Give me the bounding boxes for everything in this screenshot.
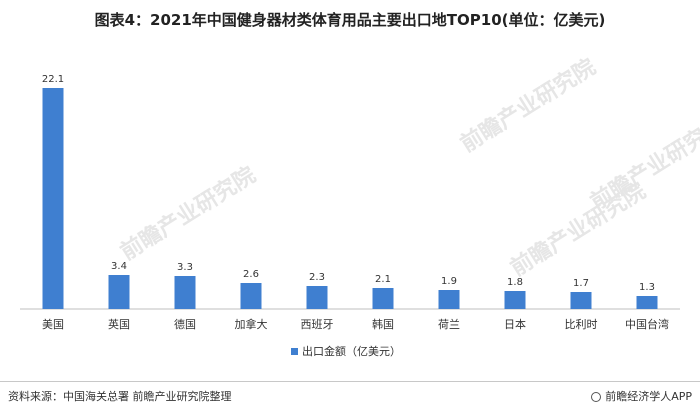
x-tick-label-6: 韩国: [372, 317, 394, 331]
bar-chart: 22.1 美国 3.4 英国 3.3 德国 2.6 加拿大 2.3 西班牙 2.1 韩国 1.9 荷兰 1.…: [20, 74, 680, 358]
x-tick-label-1: 美国: [42, 318, 64, 331]
bar-10: [636, 296, 658, 309]
data-label-5: 2.3: [309, 272, 325, 283]
chart-title: 图表4：2021年中国健身器材类体育用品主要出口地TOP10(单位：亿美元): [94, 11, 606, 29]
source-note: 资料来源：中国海关总署 前瞻产业研究院整理: [8, 390, 232, 403]
x-tick-label-9: 比利时: [565, 318, 598, 331]
data-label-2: 3.4: [111, 261, 127, 272]
footer-divider: [0, 381, 700, 382]
bar-3: [174, 276, 196, 309]
brand-logo-icon: [591, 392, 602, 402]
data-label-6: 2.1: [375, 274, 391, 285]
brand-credit: 前瞻经济学人APP: [591, 388, 692, 404]
bar-8: [504, 291, 526, 309]
bar-5: [306, 286, 328, 309]
data-label-1: 22.1: [42, 74, 64, 85]
x-tick-label-10: 中国台湾: [625, 317, 669, 331]
data-label-8: 1.8: [507, 277, 523, 288]
legend-label: 出口金额（亿美元）: [302, 344, 401, 358]
data-label-9: 1.7: [573, 278, 589, 289]
x-tick-label-2: 英国: [108, 317, 130, 331]
data-label-7: 1.9: [441, 276, 457, 287]
bar-7: [438, 290, 460, 309]
x-tick-label-8: 日本: [504, 317, 526, 331]
bar-2: [108, 275, 130, 309]
legend-swatch: [291, 348, 298, 355]
data-label-10: 1.3: [639, 282, 655, 293]
x-tick-label-5: 西班牙: [301, 318, 334, 331]
x-tick-label-3: 德国: [174, 317, 196, 331]
bar-6: [372, 288, 394, 309]
bar-4: [240, 283, 262, 309]
x-tick-label-7: 荷兰: [438, 318, 460, 331]
data-label-3: 3.3: [177, 262, 193, 273]
bar-1: [42, 88, 64, 309]
x-tick-label-4: 加拿大: [235, 317, 268, 331]
brand-label: 前瞻经济学人APP: [605, 390, 692, 403]
data-label-4: 2.6: [243, 269, 259, 280]
bar-9: [570, 292, 592, 309]
